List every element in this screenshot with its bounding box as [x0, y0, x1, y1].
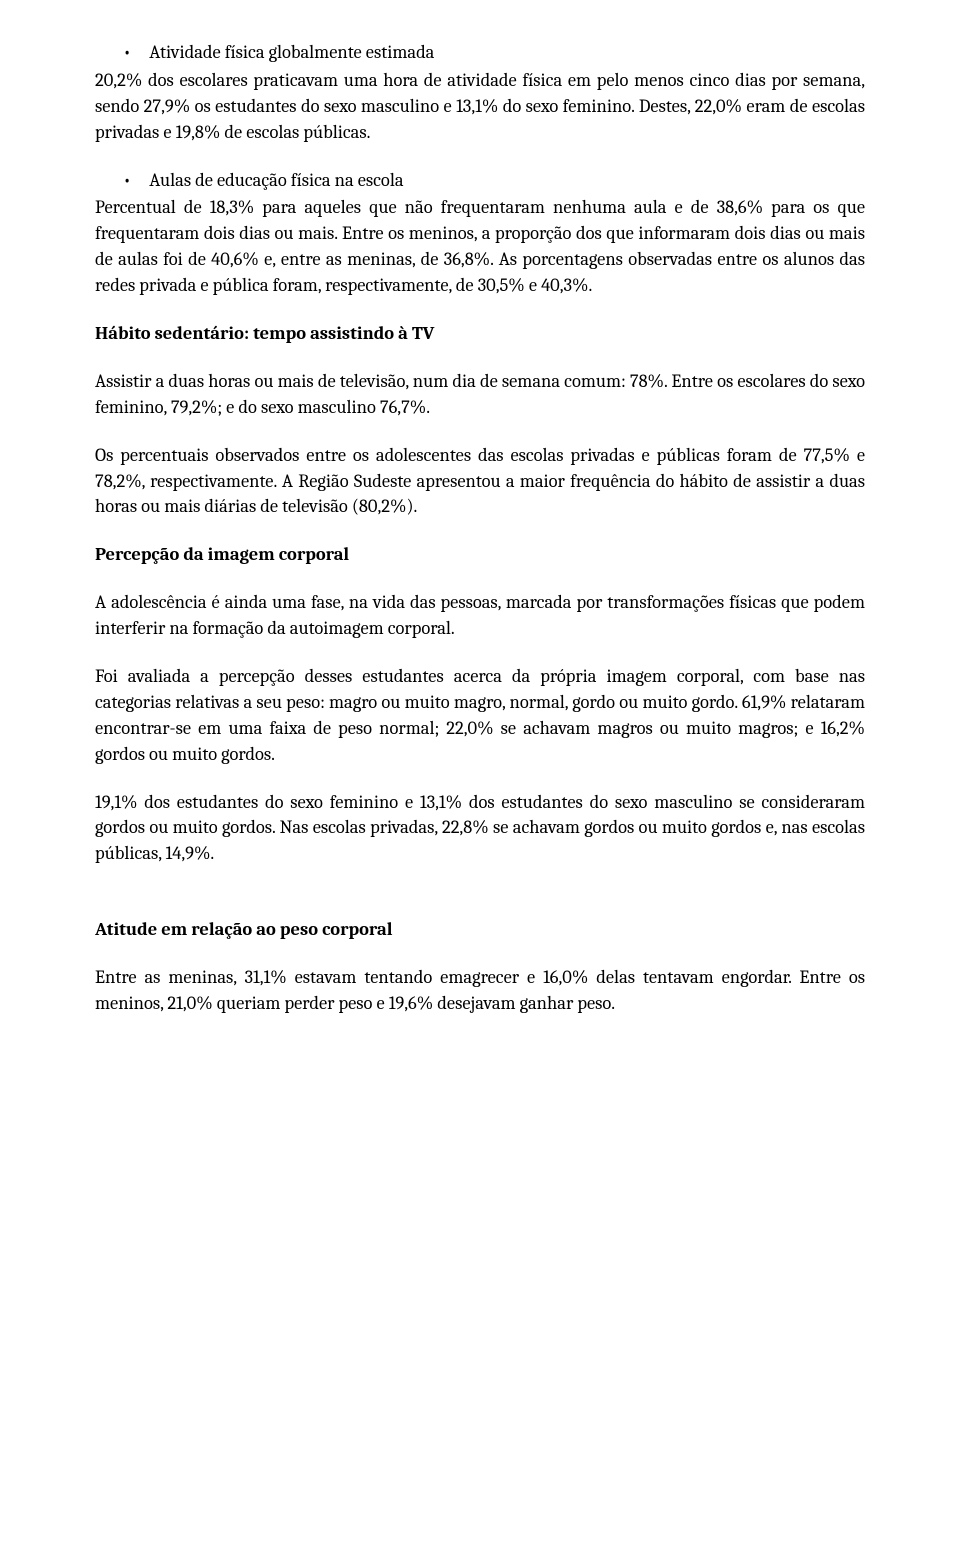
bullet-physical-activity: • Atividade física globalmente estimada — [95, 40, 865, 66]
para-body-3: 19,1% dos estudantes do sexo feminino e … — [95, 790, 865, 868]
para-body-1: A adolescência é ainda uma fase, na vida… — [95, 590, 865, 642]
para-tv-2: Os percentuais observados entre os adole… — [95, 443, 865, 521]
bullet-title-text: Aulas de educação física na escola — [149, 168, 865, 194]
para-tv-1: Assistir a duas horas ou mais de televis… — [95, 369, 865, 421]
para-physical-activity: 20,2% dos escolares praticavam uma hora … — [95, 68, 865, 146]
bullet-title-text: Atividade física globalmente estimada — [149, 40, 865, 66]
para-pe-classes: Percentual de 18,3% para aqueles que não… — [95, 195, 865, 299]
heading-body-image: Percepção da imagem corporal — [95, 542, 865, 568]
heading-sedentary: Hábito sedentário: tempo assistindo à TV — [95, 321, 865, 347]
para-weight-attitude: Entre as meninas, 31,1% estavam tentando… — [95, 965, 865, 1017]
bullet-marker: • — [123, 168, 131, 194]
bullet-marker: • — [123, 40, 131, 66]
bullet-pe-classes: • Aulas de educação física na escola — [95, 168, 865, 194]
para-body-2: Foi avaliada a percepção desses estudant… — [95, 664, 865, 768]
heading-weight-attitude: Atitude em relação ao peso corporal — [95, 917, 865, 943]
